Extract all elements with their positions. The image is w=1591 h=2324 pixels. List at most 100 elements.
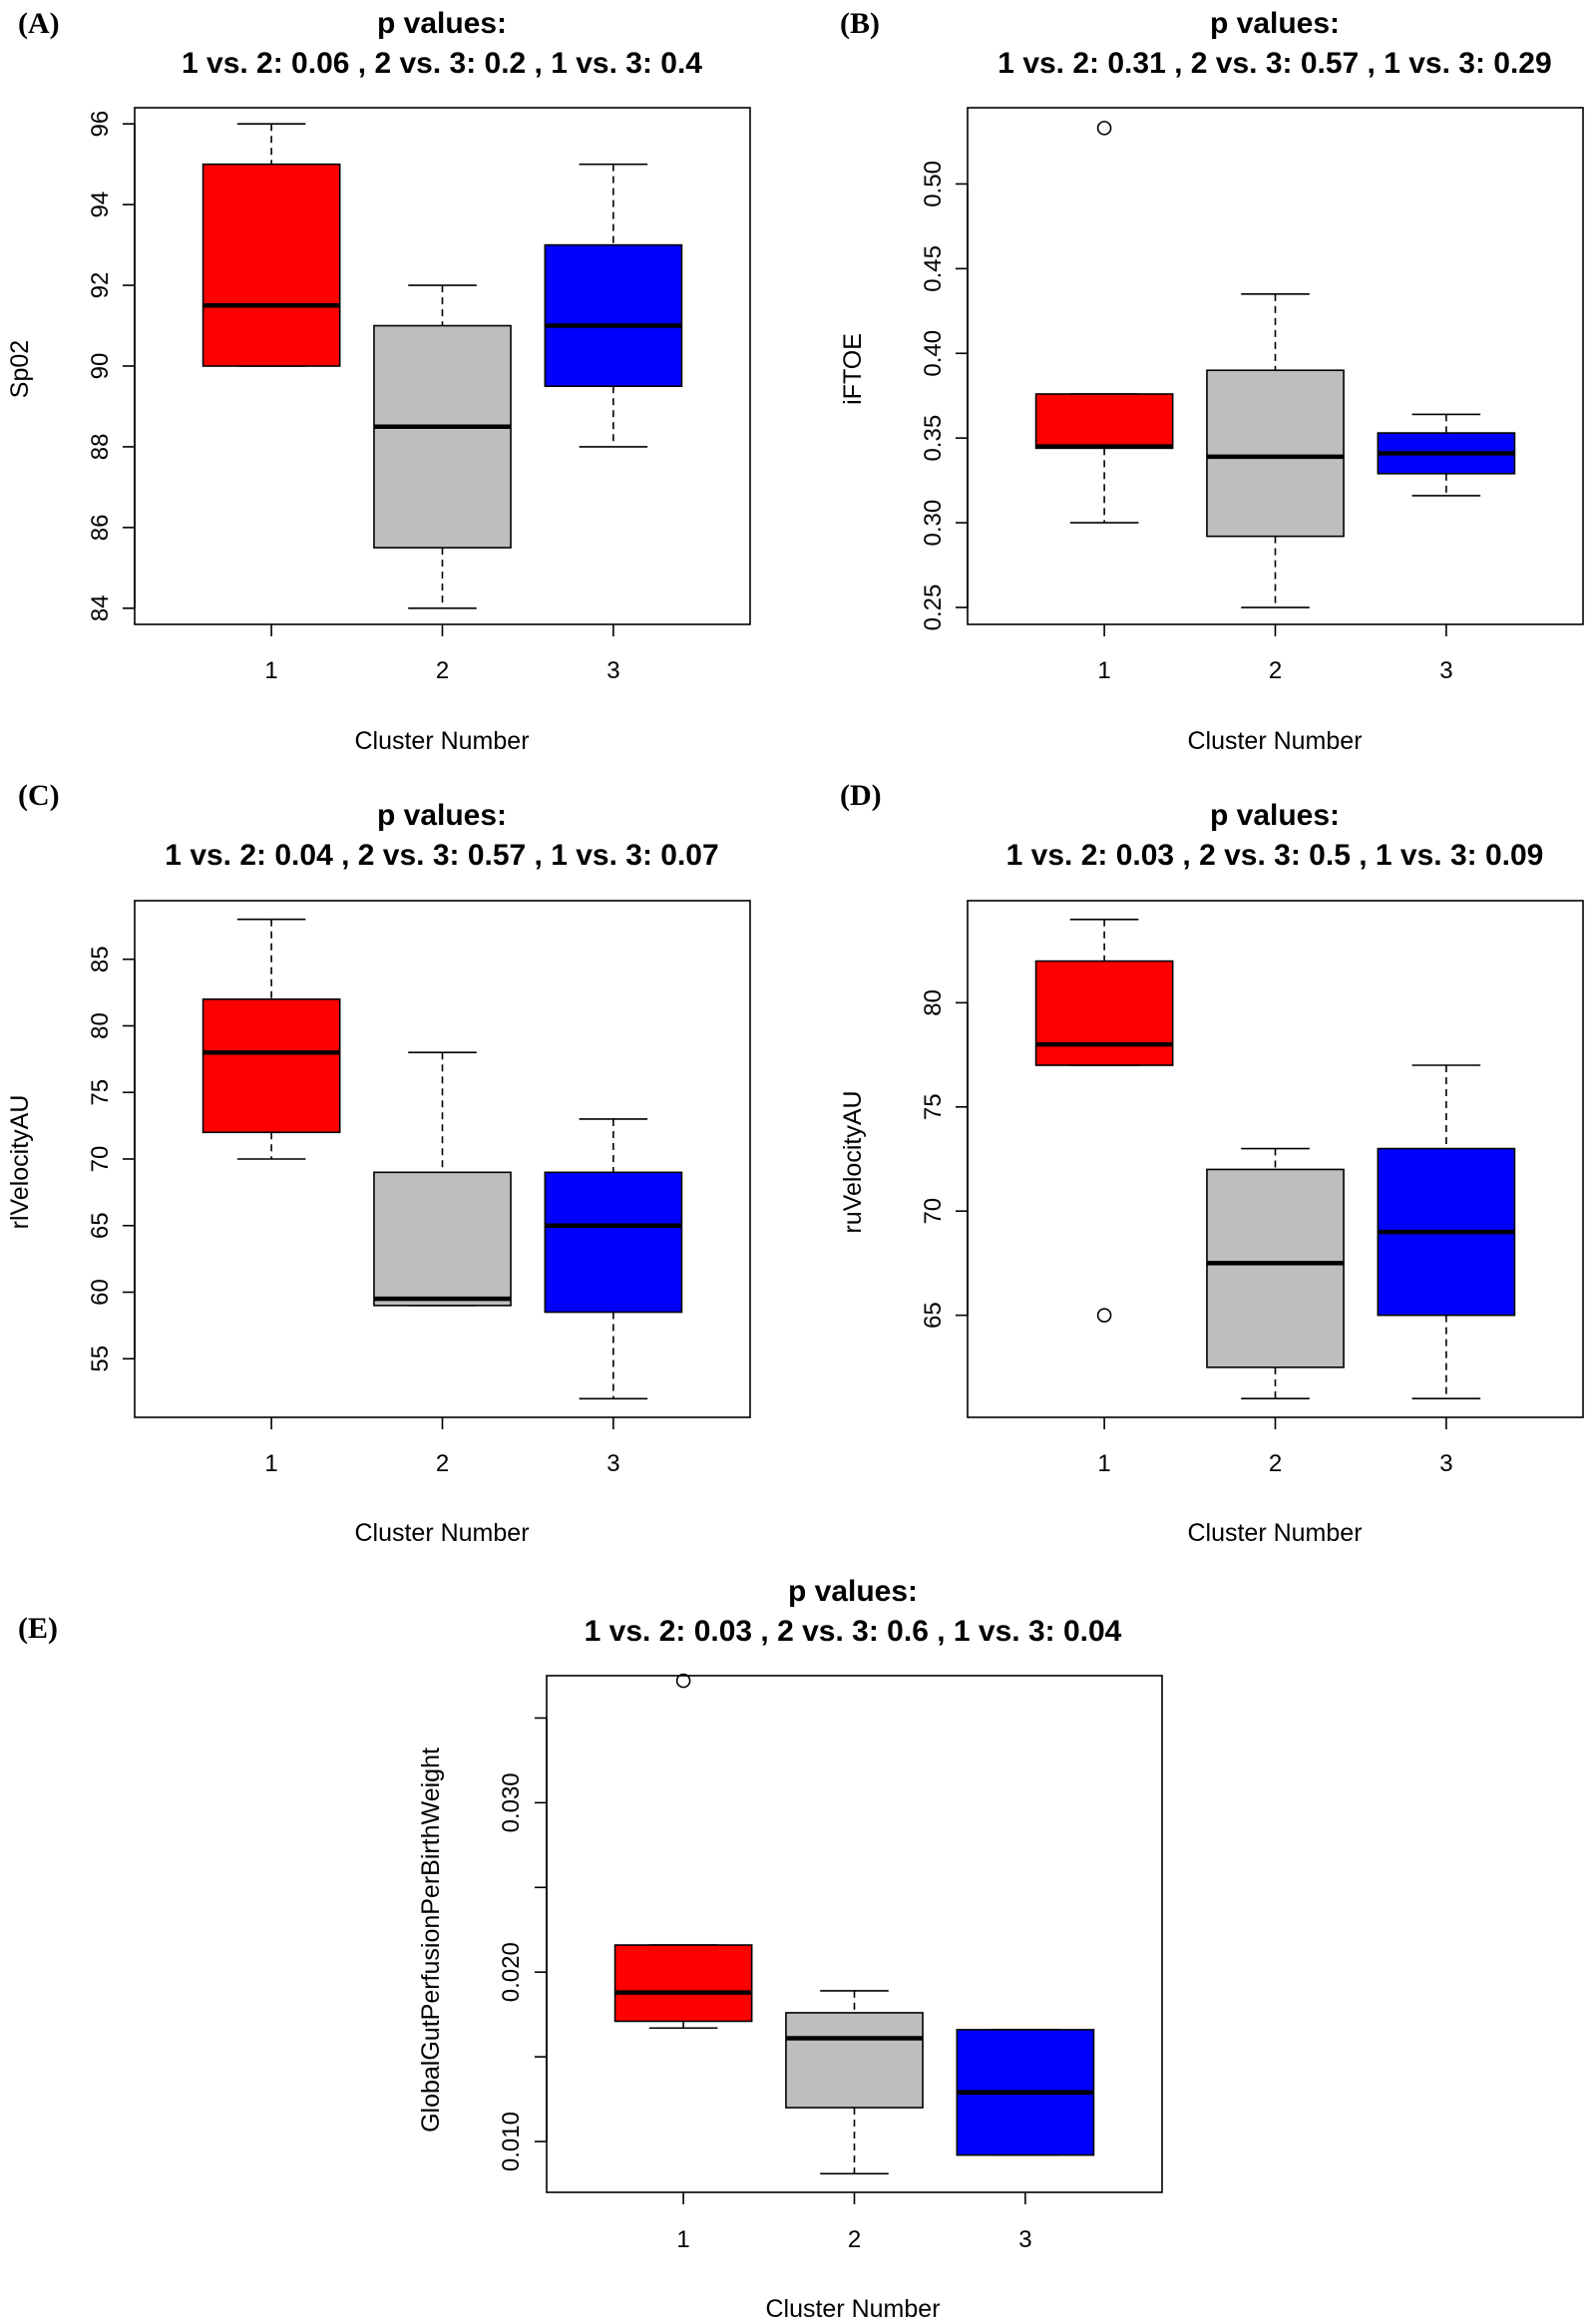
y-tick-label: 0.25 (920, 584, 947, 631)
x-tick-label: 3 (606, 657, 619, 684)
y-tick-label: 0.010 (498, 2112, 525, 2171)
panel-c: (C) p values: 1 vs. 2: 0.04 , 2 vs. 3: 0… (6, 779, 751, 1547)
panel-b: (B) p values: 1 vs. 2: 0.31 , 2 vs. 3: 0… (839, 7, 1584, 755)
y-tick-label: 0.30 (920, 500, 947, 547)
iqr-box (1034, 393, 1174, 450)
y-tick-label: 80 (87, 1012, 114, 1039)
x-tick-label: 2 (848, 2226, 861, 2253)
box-cluster-1 (1034, 918, 1174, 1323)
chart-subtitle: 1 vs. 2: 0.06 , 2 vs. 3: 0.2 , 1 vs. 3: … (182, 47, 702, 80)
iqr-box (1034, 960, 1174, 1066)
iqr-box (613, 1944, 753, 2023)
panel-a: (A) p values: 1 vs. 2: 0.06 , 2 vs. 3: 0… (6, 7, 751, 755)
x-tick-label: 3 (606, 1450, 619, 1477)
x-axis-label: Cluster Number (1187, 727, 1362, 755)
panel-d: (D) p values: 1 vs. 2: 0.03 , 2 vs. 3: 0… (839, 779, 1584, 1547)
y-tick-label: 88 (87, 434, 114, 461)
y-tick-label: 0.020 (498, 1942, 525, 2002)
chart-subtitle: 1 vs. 2: 0.03 , 2 vs. 3: 0.5 , 1 vs. 3: … (1006, 839, 1544, 872)
chart-title: p values: (377, 799, 507, 832)
x-axis-label: Cluster Number (354, 1519, 529, 1547)
y-tick-label: 70 (920, 1198, 947, 1225)
x-axis-label: Cluster Number (765, 2295, 940, 2323)
y-tick-label: 0.45 (920, 245, 947, 292)
y-tick-label: 75 (87, 1079, 114, 1106)
x-tick-label: 3 (1439, 657, 1452, 684)
x-tick-label: 1 (264, 657, 277, 684)
x-tick-label: 2 (436, 657, 449, 684)
y-tick-label: 0.030 (498, 1772, 525, 1832)
y-tick-label: 96 (87, 111, 114, 138)
panel-letter: (C) (18, 779, 60, 812)
box-cluster-2 (373, 1051, 512, 1307)
x-tick-label: 2 (1269, 657, 1282, 684)
iqr-box (373, 324, 512, 549)
chart-subtitle: 1 vs. 2: 0.31 , 2 vs. 3: 0.57 , 1 vs. 3:… (997, 47, 1551, 80)
y-tick-label: 70 (87, 1146, 114, 1173)
x-tick-label: 1 (1097, 657, 1110, 684)
box-cluster-3 (956, 2029, 1095, 2156)
y-axis-label: ruVelocityAU (839, 1090, 867, 1233)
box-cluster-2 (785, 1990, 924, 2175)
outlier-point (1096, 121, 1112, 136)
x-tick-label: 1 (264, 1450, 277, 1477)
y-tick-label: 55 (87, 1346, 114, 1372)
y-tick-label: 94 (87, 192, 114, 218)
chart-subtitle: 1 vs. 2: 0.04 , 2 vs. 3: 0.57 , 1 vs. 3:… (165, 839, 718, 872)
x-tick-label: 3 (1018, 2226, 1031, 2253)
box-cluster-3 (544, 163, 683, 448)
y-tick-label: 90 (87, 353, 114, 380)
x-axis-label: Cluster Number (354, 727, 529, 755)
iqr-box (1206, 1168, 1345, 1368)
chart-title: p values: (377, 7, 507, 40)
y-tick-label: 92 (87, 272, 114, 299)
panel-letter: (D) (840, 779, 882, 812)
iqr-box (544, 1171, 683, 1314)
panel-e: (E) p values: 1 vs. 2: 0.03 , 2 vs. 3: 0… (18, 1575, 1163, 2323)
iqr-box (544, 243, 683, 388)
panel-letter: (E) (18, 1612, 58, 1645)
box-cluster-2 (1206, 293, 1345, 608)
box-cluster-3 (1377, 1064, 1516, 1400)
box-cluster-1 (201, 918, 341, 1160)
iqr-box (201, 997, 341, 1134)
iqr-box (785, 2012, 924, 2109)
y-axis-label: Sp02 (6, 340, 34, 398)
y-axis-label: rlVelocityAU (6, 1095, 34, 1230)
y-tick-label: 75 (920, 1093, 947, 1120)
y-tick-label: 0.50 (920, 161, 947, 207)
box-cluster-2 (1206, 1147, 1345, 1400)
outlier-point (1096, 1308, 1112, 1323)
y-tick-label: 0.40 (920, 330, 947, 377)
y-tick-label: 84 (87, 594, 114, 621)
iqr-box (373, 1171, 512, 1307)
panel-letter: (A) (18, 7, 60, 40)
chart-title: p values: (1210, 7, 1340, 40)
iqr-box (1206, 369, 1345, 538)
y-axis-label: GlobalGutPerfusionPerBirthWeight (417, 1747, 445, 2132)
x-axis-label: Cluster Number (1187, 1519, 1362, 1547)
y-tick-label: 80 (920, 989, 947, 1016)
box-cluster-2 (373, 284, 512, 609)
chart-subtitle: 1 vs. 2: 0.03 , 2 vs. 3: 0.6 , 1 vs. 3: … (585, 1615, 1122, 1648)
x-tick-label: 2 (436, 1450, 449, 1477)
y-tick-label: 65 (87, 1212, 114, 1239)
y-tick-label: 85 (87, 946, 114, 972)
chart-title: p values: (788, 1575, 918, 1608)
x-tick-label: 2 (1269, 1450, 1282, 1477)
plot-frame (134, 900, 751, 1418)
x-tick-label: 1 (1097, 1450, 1110, 1477)
box-cluster-3 (1377, 413, 1516, 497)
y-tick-label: 86 (87, 515, 114, 542)
y-tick-label: 60 (87, 1279, 114, 1306)
x-tick-label: 3 (1439, 1450, 1452, 1477)
y-tick-label: 0.35 (920, 415, 947, 462)
box-cluster-3 (544, 1118, 683, 1400)
y-axis-label: iFTOE (839, 333, 867, 405)
box-cluster-1 (201, 123, 341, 367)
x-tick-label: 1 (676, 2226, 689, 2253)
iqr-box (201, 163, 341, 367)
outlier-point (675, 1673, 691, 1689)
panel-letter: (B) (840, 7, 880, 40)
